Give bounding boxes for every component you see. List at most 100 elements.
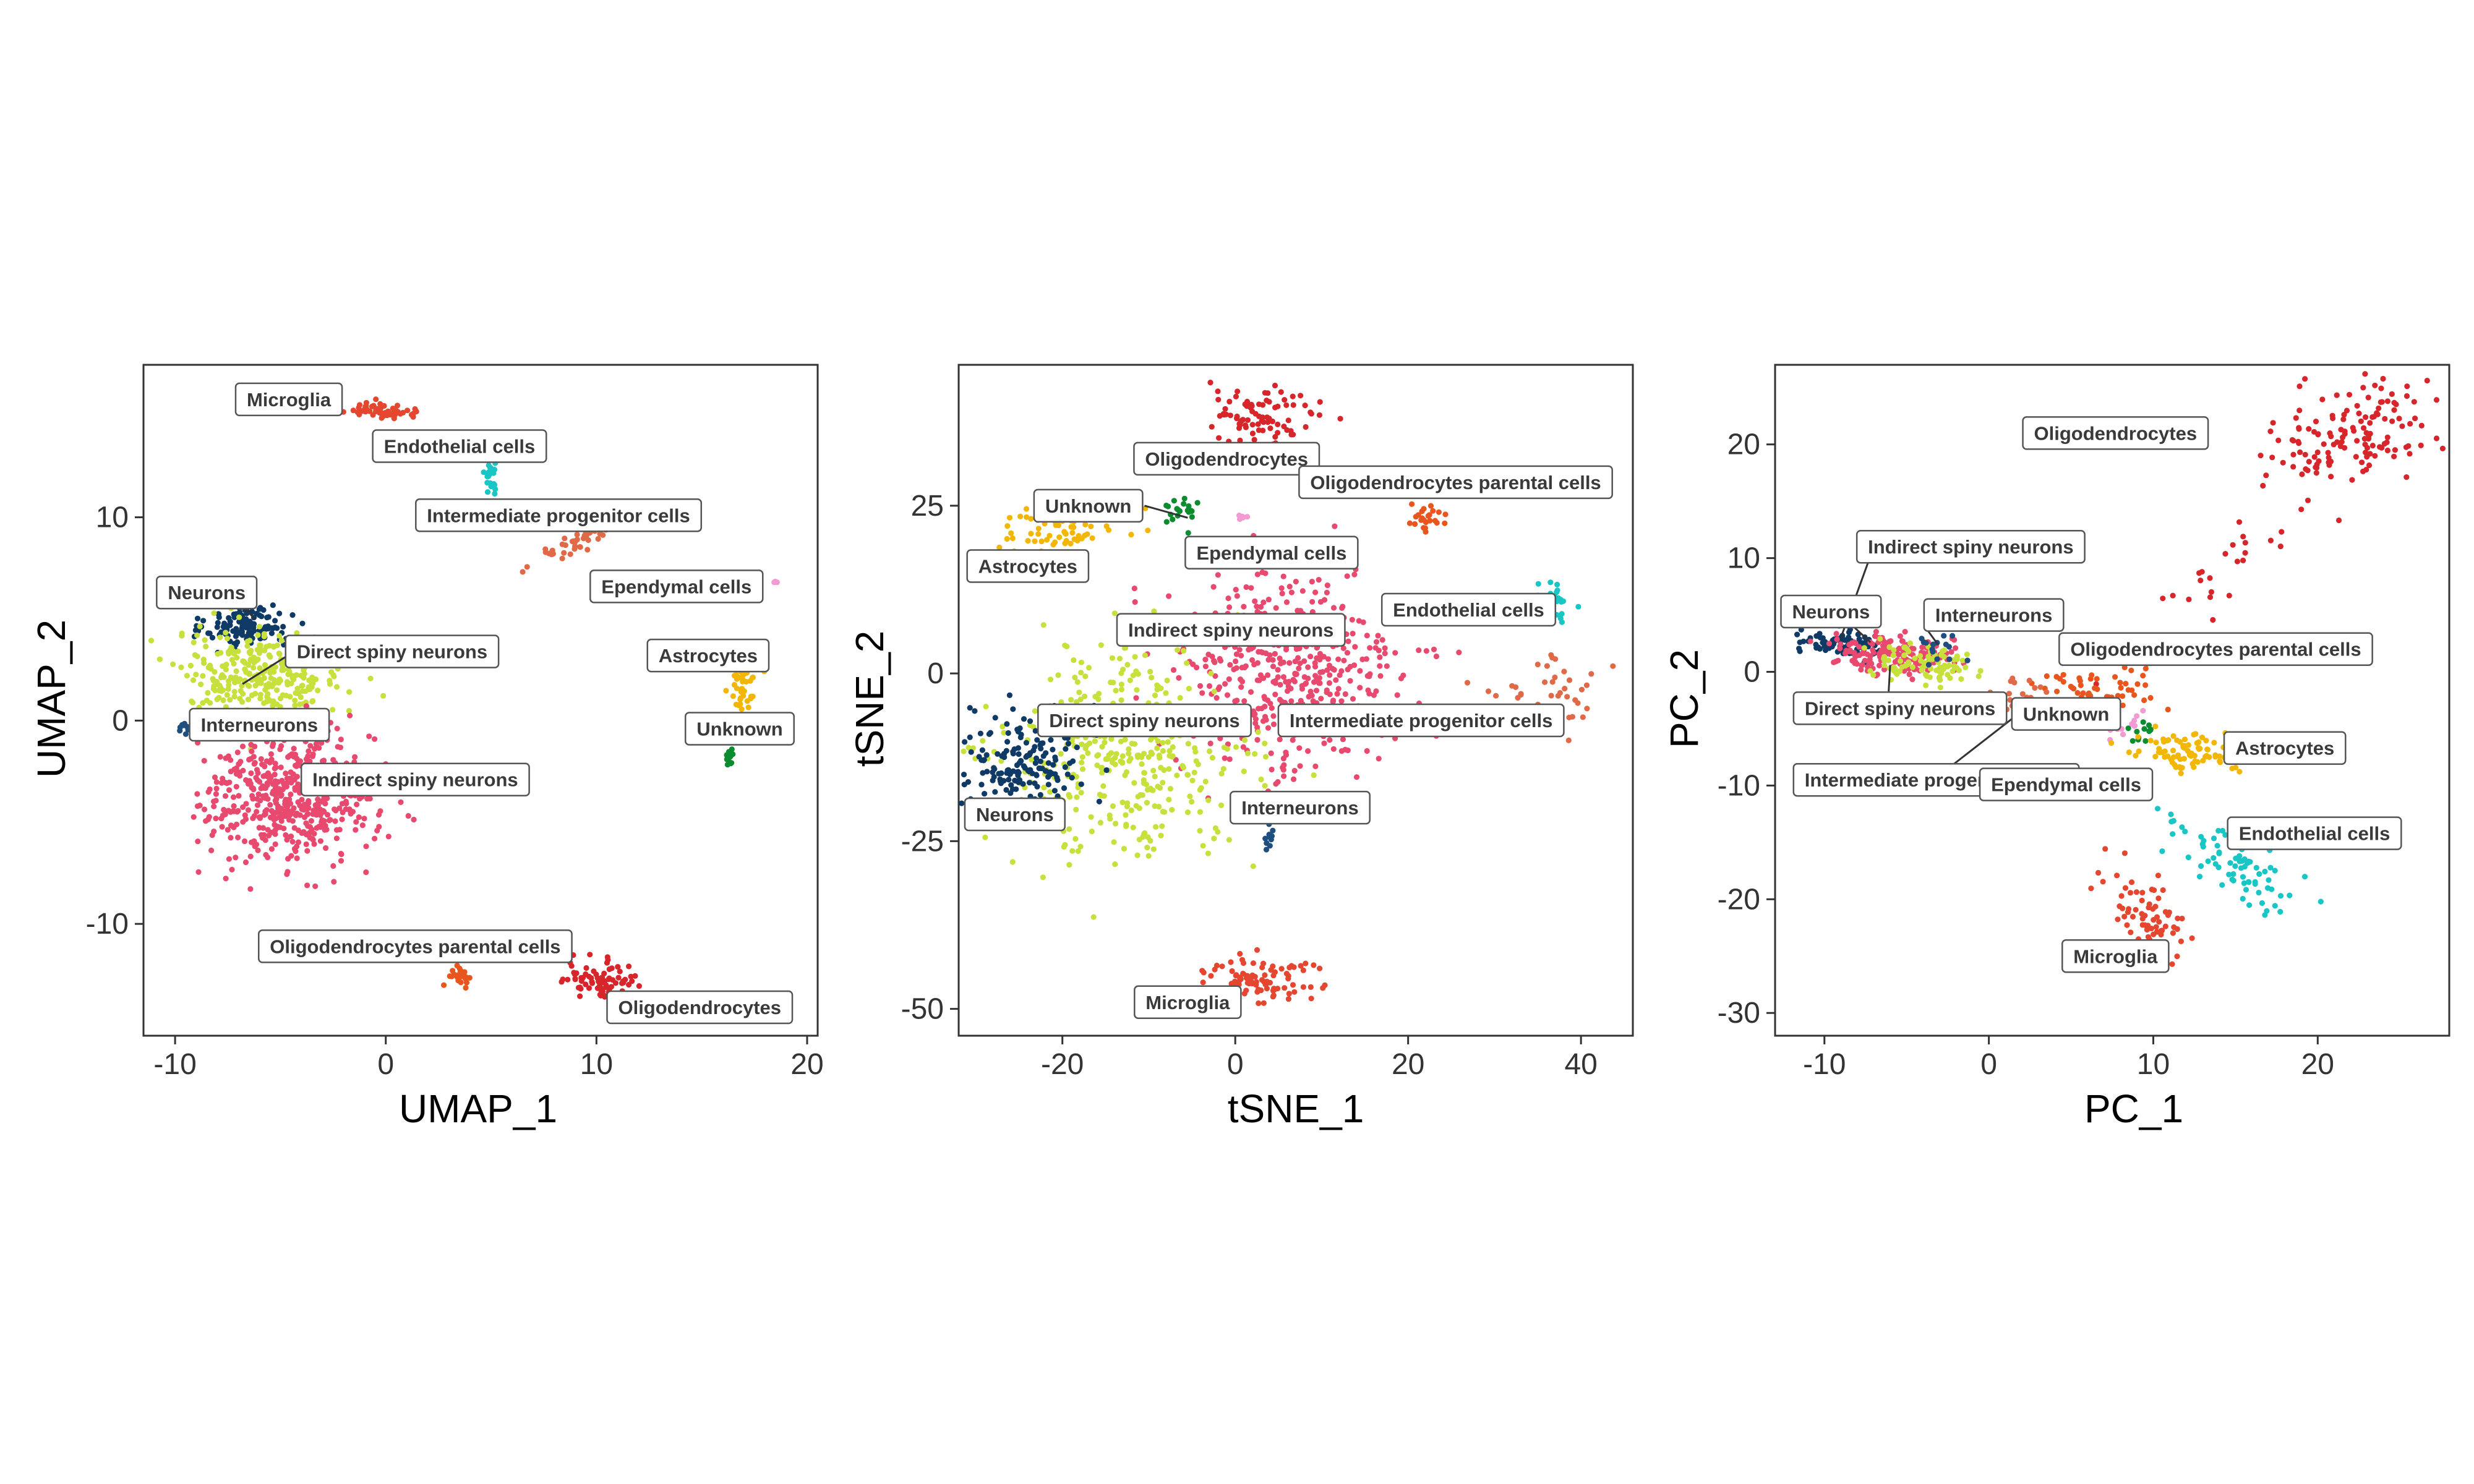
point-indirect-spiny-neurons [352,754,358,760]
point-indirect-spiny-neurons [1335,656,1342,662]
point-oligodendrocytes [1308,411,1314,417]
pca-label-unknown: Unknown [2011,697,2121,731]
point-neurons [268,630,275,636]
label-box [1298,465,1613,500]
point-indirect-spiny-neurons [354,801,360,808]
label-text: Oligodendrocytes parental cells [2070,639,2361,660]
point-indirect-spiny-neurons [265,774,271,780]
point-direct-spiny-neurons [380,693,387,699]
point-direct-spiny-neurons [228,644,234,650]
point-oligodendrocytes [2170,592,2176,599]
point-ependymal-cells [1236,513,1243,519]
point-oligodendrocytes-parental-cells [1432,518,1438,524]
point-direct-spiny-neurons [1147,838,1154,844]
point-astrocytes [730,693,736,699]
point-microglia [356,404,362,411]
point-astrocytes [1052,539,1058,545]
point-neurons [1103,767,1110,774]
point-microglia [2139,890,2146,896]
point-neurons [978,782,985,788]
point-astrocytes [1082,532,1088,539]
point-indirect-spiny-neurons [1423,648,1429,654]
tsne-x-tick-label: 40 [1564,1048,1597,1081]
point-indirect-spiny-neurons [317,812,323,818]
point-microglia [1213,962,1220,969]
point-indirect-spiny-neurons [366,733,372,740]
point-unknown [2142,738,2149,744]
point-direct-spiny-neurons [1958,676,1964,682]
point-oligodendrocytes [2334,392,2340,398]
point-astrocytes [2179,765,2185,771]
point-astrocytes [737,701,743,707]
point-oligodendrocytes [2328,433,2334,440]
point-direct-spiny-neurons [1078,790,1084,796]
point-direct-spiny-neurons [224,636,230,642]
point-direct-spiny-neurons [217,634,223,641]
point-direct-spiny-neurons [1886,644,1893,650]
point-endothelial-cells [488,465,494,472]
point-microglia [2124,922,2130,928]
point-microglia [1303,960,1309,966]
point-indirect-spiny-neurons [1292,659,1298,665]
point-endothelial-cells [2277,893,2284,899]
point-neurons [972,708,978,714]
point-oligodendrocytes [2381,441,2387,447]
point-oligodendrocytes [1223,411,1230,417]
point-direct-spiny-neurons [1233,744,1239,750]
point-neurons [1010,706,1016,712]
point-indirect-spiny-neurons [1270,713,1277,719]
point-microglia [1244,973,1251,979]
point-oligodendrocytes [2210,616,2216,623]
point-microglia [1250,960,1256,966]
point-microglia [2100,879,2106,885]
point-oligodendrocytes [1251,437,1257,443]
point-direct-spiny-neurons [1144,845,1150,851]
point-indirect-spiny-neurons [1258,603,1264,610]
point-indirect-spiny-neurons [228,835,234,841]
point-microglia [1219,963,1225,970]
point-direct-spiny-neurons [1058,751,1064,757]
point-indirect-spiny-neurons [331,879,337,885]
point-direct-spiny-neurons [1157,754,1163,761]
point-unknown [1189,514,1195,520]
point-direct-spiny-neurons [271,668,277,675]
point-oligodendrocytes [2258,453,2264,459]
label-text: Endothelial cells [1393,599,1544,621]
point-direct-spiny-neurons [227,697,233,703]
point-microglia [356,411,362,418]
point-interneurons [1919,636,1925,642]
point-indirect-spiny-neurons [267,759,273,765]
point-neurons [261,626,267,633]
point-unknown [2134,728,2140,735]
label-text: Interneurons [1241,797,1358,819]
point-unknown [2141,726,2147,732]
point-indirect-spiny-neurons [1372,645,1379,651]
point-intermediate-progenitor-cells [1542,679,1548,685]
point-direct-spiny-neurons [1861,645,1867,651]
point-indirect-spiny-neurons [1283,599,1290,605]
point-indirect-spiny-neurons [1133,695,1139,701]
point-direct-spiny-neurons [1187,793,1193,800]
point-oligodendrocytes [583,965,589,971]
point-indirect-spiny-neurons [1876,662,1883,668]
point-direct-spiny-neurons [1078,659,1084,665]
point-endothelial-cells [2272,903,2278,909]
point-direct-spiny-neurons [1132,654,1138,660]
point-direct-spiny-neurons [1174,772,1180,778]
point-direct-spiny-neurons [1185,741,1191,747]
point-direct-spiny-neurons [279,667,285,673]
point-indirect-spiny-neurons [1252,598,1258,605]
point-astrocytes [1006,514,1013,521]
point-indirect-spiny-neurons [225,827,231,833]
point-intermediate-progenitor-cells [1561,668,1567,675]
point-microglia [2121,913,2128,919]
point-direct-spiny-neurons [1255,729,1261,735]
point-astrocytes [1056,534,1063,540]
umap-y-tick-label: 0 [112,704,129,737]
point-indirect-spiny-neurons [1288,589,1295,595]
point-astrocytes [738,695,744,701]
point-indirect-spiny-neurons [234,749,241,756]
label-box [1230,790,1371,825]
point-indirect-spiny-neurons [307,743,314,749]
point-neurons [248,623,254,630]
